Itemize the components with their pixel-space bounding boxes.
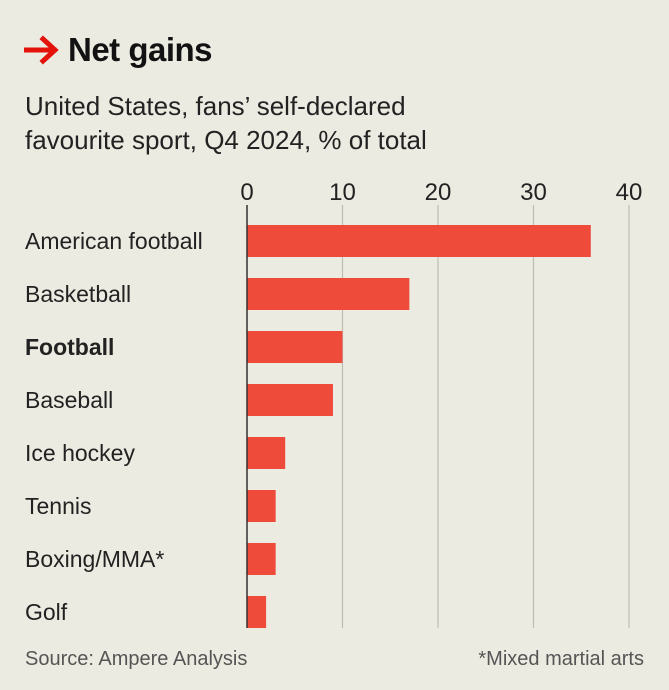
category-labels: American football Basketball Football Baseb… bbox=[25, 228, 203, 625]
category-label-golf: Golf bbox=[25, 599, 68, 625]
x-axis-ticks: 0 10 20 30 40 bbox=[240, 179, 642, 206]
category-label-ice-hockey: Ice hockey bbox=[25, 440, 135, 466]
gridlines bbox=[341, 205, 630, 628]
bar-basketball bbox=[247, 278, 410, 310]
source-note: Source: Ampere Analysis bbox=[25, 648, 248, 670]
x-tick-label-20: 20 bbox=[425, 179, 452, 206]
bar-football bbox=[247, 331, 343, 363]
x-tick-label-0: 0 bbox=[240, 179, 253, 206]
chart-title: Net gains bbox=[68, 31, 213, 68]
subtitle-line-2: favourite sport, Q4 2024, % of total bbox=[25, 125, 427, 155]
category-label-baseball: Baseball bbox=[25, 387, 113, 413]
category-label-american-football: American football bbox=[25, 228, 203, 254]
x-tick-label-10: 10 bbox=[329, 179, 356, 206]
bar-ice-hockey bbox=[247, 437, 286, 469]
title-row: Net gains bbox=[24, 26, 213, 74]
chart-subtitle: United States, fans’ self-declared favou… bbox=[25, 89, 625, 157]
bar-golf bbox=[247, 596, 267, 628]
category-label-boxing-mma: Boxing/MMA* bbox=[25, 546, 164, 572]
bar-tennis bbox=[247, 490, 276, 522]
x-tick-label-30: 30 bbox=[520, 179, 547, 206]
bar-baseball bbox=[247, 384, 333, 416]
bars bbox=[247, 225, 591, 628]
bar-boxing-mma bbox=[247, 543, 276, 575]
category-label-basketball: Basketball bbox=[25, 281, 131, 307]
category-label-tennis: Tennis bbox=[25, 493, 91, 519]
right-arrow-icon bbox=[24, 35, 59, 65]
category-label-football: Football bbox=[25, 334, 114, 360]
x-tick-label-40: 40 bbox=[616, 179, 643, 206]
footnote: *Mixed martial arts bbox=[478, 648, 644, 670]
bar-american-football bbox=[247, 225, 591, 257]
subtitle-line-1: United States, fans’ self-declared bbox=[25, 91, 406, 121]
